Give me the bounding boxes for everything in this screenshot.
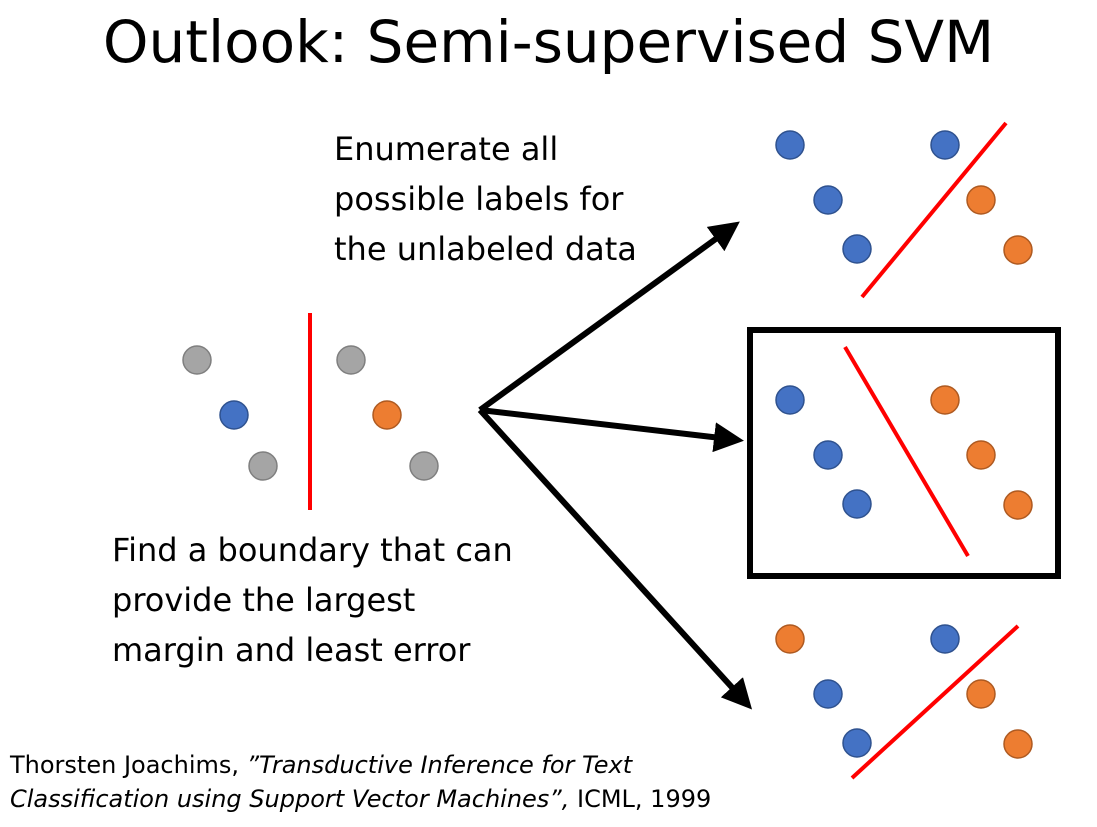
- source-point-blue-2: [219, 400, 249, 430]
- scenario-bottom-point-blue-2: [813, 679, 843, 709]
- source-point-gray-1: [182, 345, 212, 375]
- citation-venue: ICML, 1999: [569, 785, 712, 813]
- source-point-gray-4: [336, 345, 366, 375]
- scenario-middle-boundary-line: [843, 345, 970, 558]
- scenario-middle-point-orange-4: [930, 385, 960, 415]
- scenario-bottom-point-orange-5: [966, 679, 996, 709]
- scenario-bottom-point-blue-3: [842, 728, 872, 758]
- scenario-bottom-boundary-line: [850, 624, 1020, 780]
- scenario-middle-point-orange-5: [966, 440, 996, 470]
- scenario-bottom: [775, 624, 1033, 780]
- citation: Thorsten Joachims, ”Transductive Inferen…: [10, 748, 711, 816]
- scenario-top: [775, 121, 1033, 299]
- citation-title-part-2: Classification using Support Vector Mach…: [10, 785, 570, 813]
- source-cluster: [182, 313, 439, 510]
- source-point-gray-3: [248, 451, 278, 481]
- scenario-top-point-blue-3: [842, 234, 872, 264]
- find-boundary-caption: Find a boundary that can provide the lar…: [112, 525, 513, 675]
- scenario-top-boundary-line: [860, 121, 1008, 299]
- arrow-to-top: [478, 221, 740, 413]
- find-line-1: Find a boundary that can: [112, 531, 513, 569]
- scenario-bottom-points: [775, 624, 1033, 759]
- arrow-to-bottom: [477, 407, 753, 710]
- scenario-top-point-blue-1: [775, 130, 805, 160]
- arrows: [477, 221, 753, 710]
- highlight-box: [747, 327, 1061, 579]
- page-title: Outlook: Semi-supervised SVM: [102, 8, 995, 76]
- citation-title-part-1: ”Transductive Inference for Text: [246, 751, 633, 779]
- scenario-bottom-point-orange-1: [775, 624, 805, 654]
- scenario-top-point-blue-4: [930, 130, 960, 160]
- source-point-gray-6: [409, 451, 439, 481]
- scenario-bottom-point-blue-4: [930, 624, 960, 654]
- enumerate-line-3: the unlabeled data: [334, 230, 637, 268]
- scenario-middle-point-blue-3: [842, 489, 872, 519]
- enumerate-caption: Enumerate all possible labels for the un…: [334, 124, 637, 274]
- scenario-middle-point-blue-1: [775, 385, 805, 415]
- scenario-middle-points: [775, 385, 1033, 520]
- citation-author: Thorsten Joachims,: [10, 751, 247, 779]
- scenario-middle-point-orange-6: [1003, 490, 1033, 520]
- enumerate-line-2: possible labels for: [334, 180, 624, 218]
- citation-line-1: Thorsten Joachims, ”Transductive Inferen…: [10, 748, 711, 782]
- arrow-to-middle: [479, 407, 744, 453]
- enumerate-line-1: Enumerate all: [334, 130, 559, 168]
- scenario-middle: [747, 327, 1061, 579]
- find-line-2: provide the largest: [112, 581, 416, 619]
- scenario-bottom-point-orange-6: [1003, 729, 1033, 759]
- scenario-top-point-orange-6: [1003, 235, 1033, 265]
- source-point-orange-5: [372, 400, 402, 430]
- find-line-3: margin and least error: [112, 631, 471, 669]
- scenario-top-points: [775, 130, 1033, 265]
- scenario-top-point-blue-2: [813, 185, 843, 215]
- scenario-middle-point-blue-2: [813, 440, 843, 470]
- citation-line-2: Classification using Support Vector Mach…: [10, 782, 711, 816]
- scenario-top-point-orange-5: [966, 185, 996, 215]
- source-points: [182, 345, 439, 481]
